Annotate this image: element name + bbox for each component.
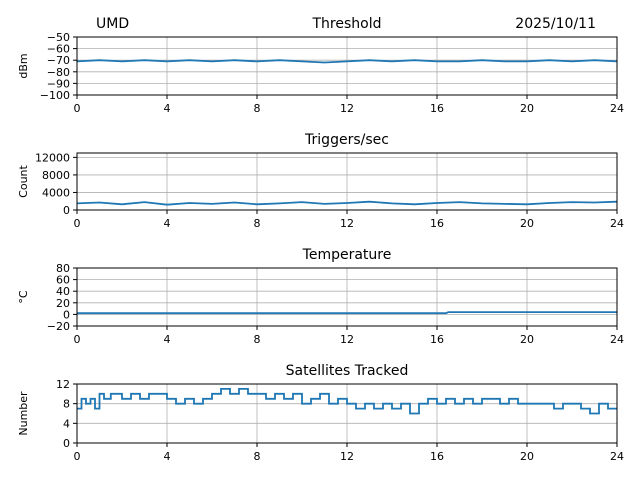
x-tick-label: 4 <box>164 333 171 346</box>
x-tick-label: 12 <box>340 217 354 230</box>
x-tick-label: 0 <box>74 217 81 230</box>
y-tick-label: −90 <box>47 77 70 90</box>
date-label: 2025/10/11 <box>515 16 596 32</box>
x-tick-label: 12 <box>340 450 354 463</box>
y-tick-label: 20 <box>56 297 70 310</box>
y-tick-label: −20 <box>47 320 70 333</box>
x-tick-label: 8 <box>254 450 261 463</box>
x-tick-label: 20 <box>520 333 534 346</box>
x-tick-label: 0 <box>74 102 81 115</box>
x-tick-label: 16 <box>430 333 444 346</box>
x-tick-label: 12 <box>340 102 354 115</box>
panel-title: Temperature <box>302 247 392 263</box>
y-axis-label: °C <box>17 290 30 304</box>
x-tick-label: 0 <box>74 333 81 346</box>
x-tick-label: 0 <box>74 450 81 463</box>
y-tick-label: −70 <box>47 54 70 67</box>
y-tick-label: 12 <box>56 378 70 391</box>
x-tick-label: 20 <box>520 450 534 463</box>
x-tick-label: 4 <box>164 217 171 230</box>
x-tick-label: 16 <box>430 102 444 115</box>
y-tick-label: −60 <box>47 43 70 56</box>
y-tick-label: 4 <box>63 417 70 430</box>
y-tick-label: 80 <box>56 262 70 275</box>
station-label: UMD <box>96 16 129 32</box>
y-tick-label: −100 <box>40 89 70 102</box>
y-axis-label: Count <box>17 164 30 197</box>
panel-title: Triggers/sec <box>304 132 389 148</box>
x-tick-label: 8 <box>254 102 261 115</box>
y-tick-label: 40 <box>56 285 70 298</box>
y-tick-label: 60 <box>56 274 70 287</box>
y-tick-label: 0 <box>63 308 70 321</box>
series-line-2-1 <box>76 200 618 206</box>
panel-title: Satellites Tracked <box>286 363 409 379</box>
y-tick-label: 8000 <box>42 169 70 182</box>
y-tick-label: 4000 <box>42 186 70 199</box>
y-tick-label: −80 <box>47 66 70 79</box>
y-axis-label: dBm <box>17 53 30 78</box>
x-tick-label: 24 <box>610 450 624 463</box>
x-tick-label: 24 <box>610 333 624 346</box>
x-tick-label: 4 <box>164 450 171 463</box>
y-tick-label: 8 <box>63 398 70 411</box>
x-tick-label: 16 <box>430 450 444 463</box>
x-tick-label: 20 <box>520 217 534 230</box>
x-tick-label: 12 <box>340 333 354 346</box>
y-tick-label: 0 <box>63 437 70 450</box>
x-tick-label: 8 <box>254 217 261 230</box>
x-tick-label: 20 <box>520 102 534 115</box>
x-tick-label: 24 <box>610 217 624 230</box>
y-axis-label: Number <box>17 391 30 436</box>
x-tick-label: 16 <box>430 217 444 230</box>
y-tick-label: −50 <box>47 31 70 44</box>
y-tick-label: 12000 <box>35 151 70 164</box>
x-tick-label: 24 <box>610 102 624 115</box>
x-tick-label: 4 <box>164 102 171 115</box>
y-tick-label: 0 <box>63 204 70 217</box>
panel-title: Threshold <box>312 16 382 32</box>
series-line-3-1 <box>77 311 617 315</box>
series-line-1-1 <box>76 59 618 64</box>
series-line-4-1 <box>77 388 617 415</box>
x-tick-label: 8 <box>254 333 261 346</box>
